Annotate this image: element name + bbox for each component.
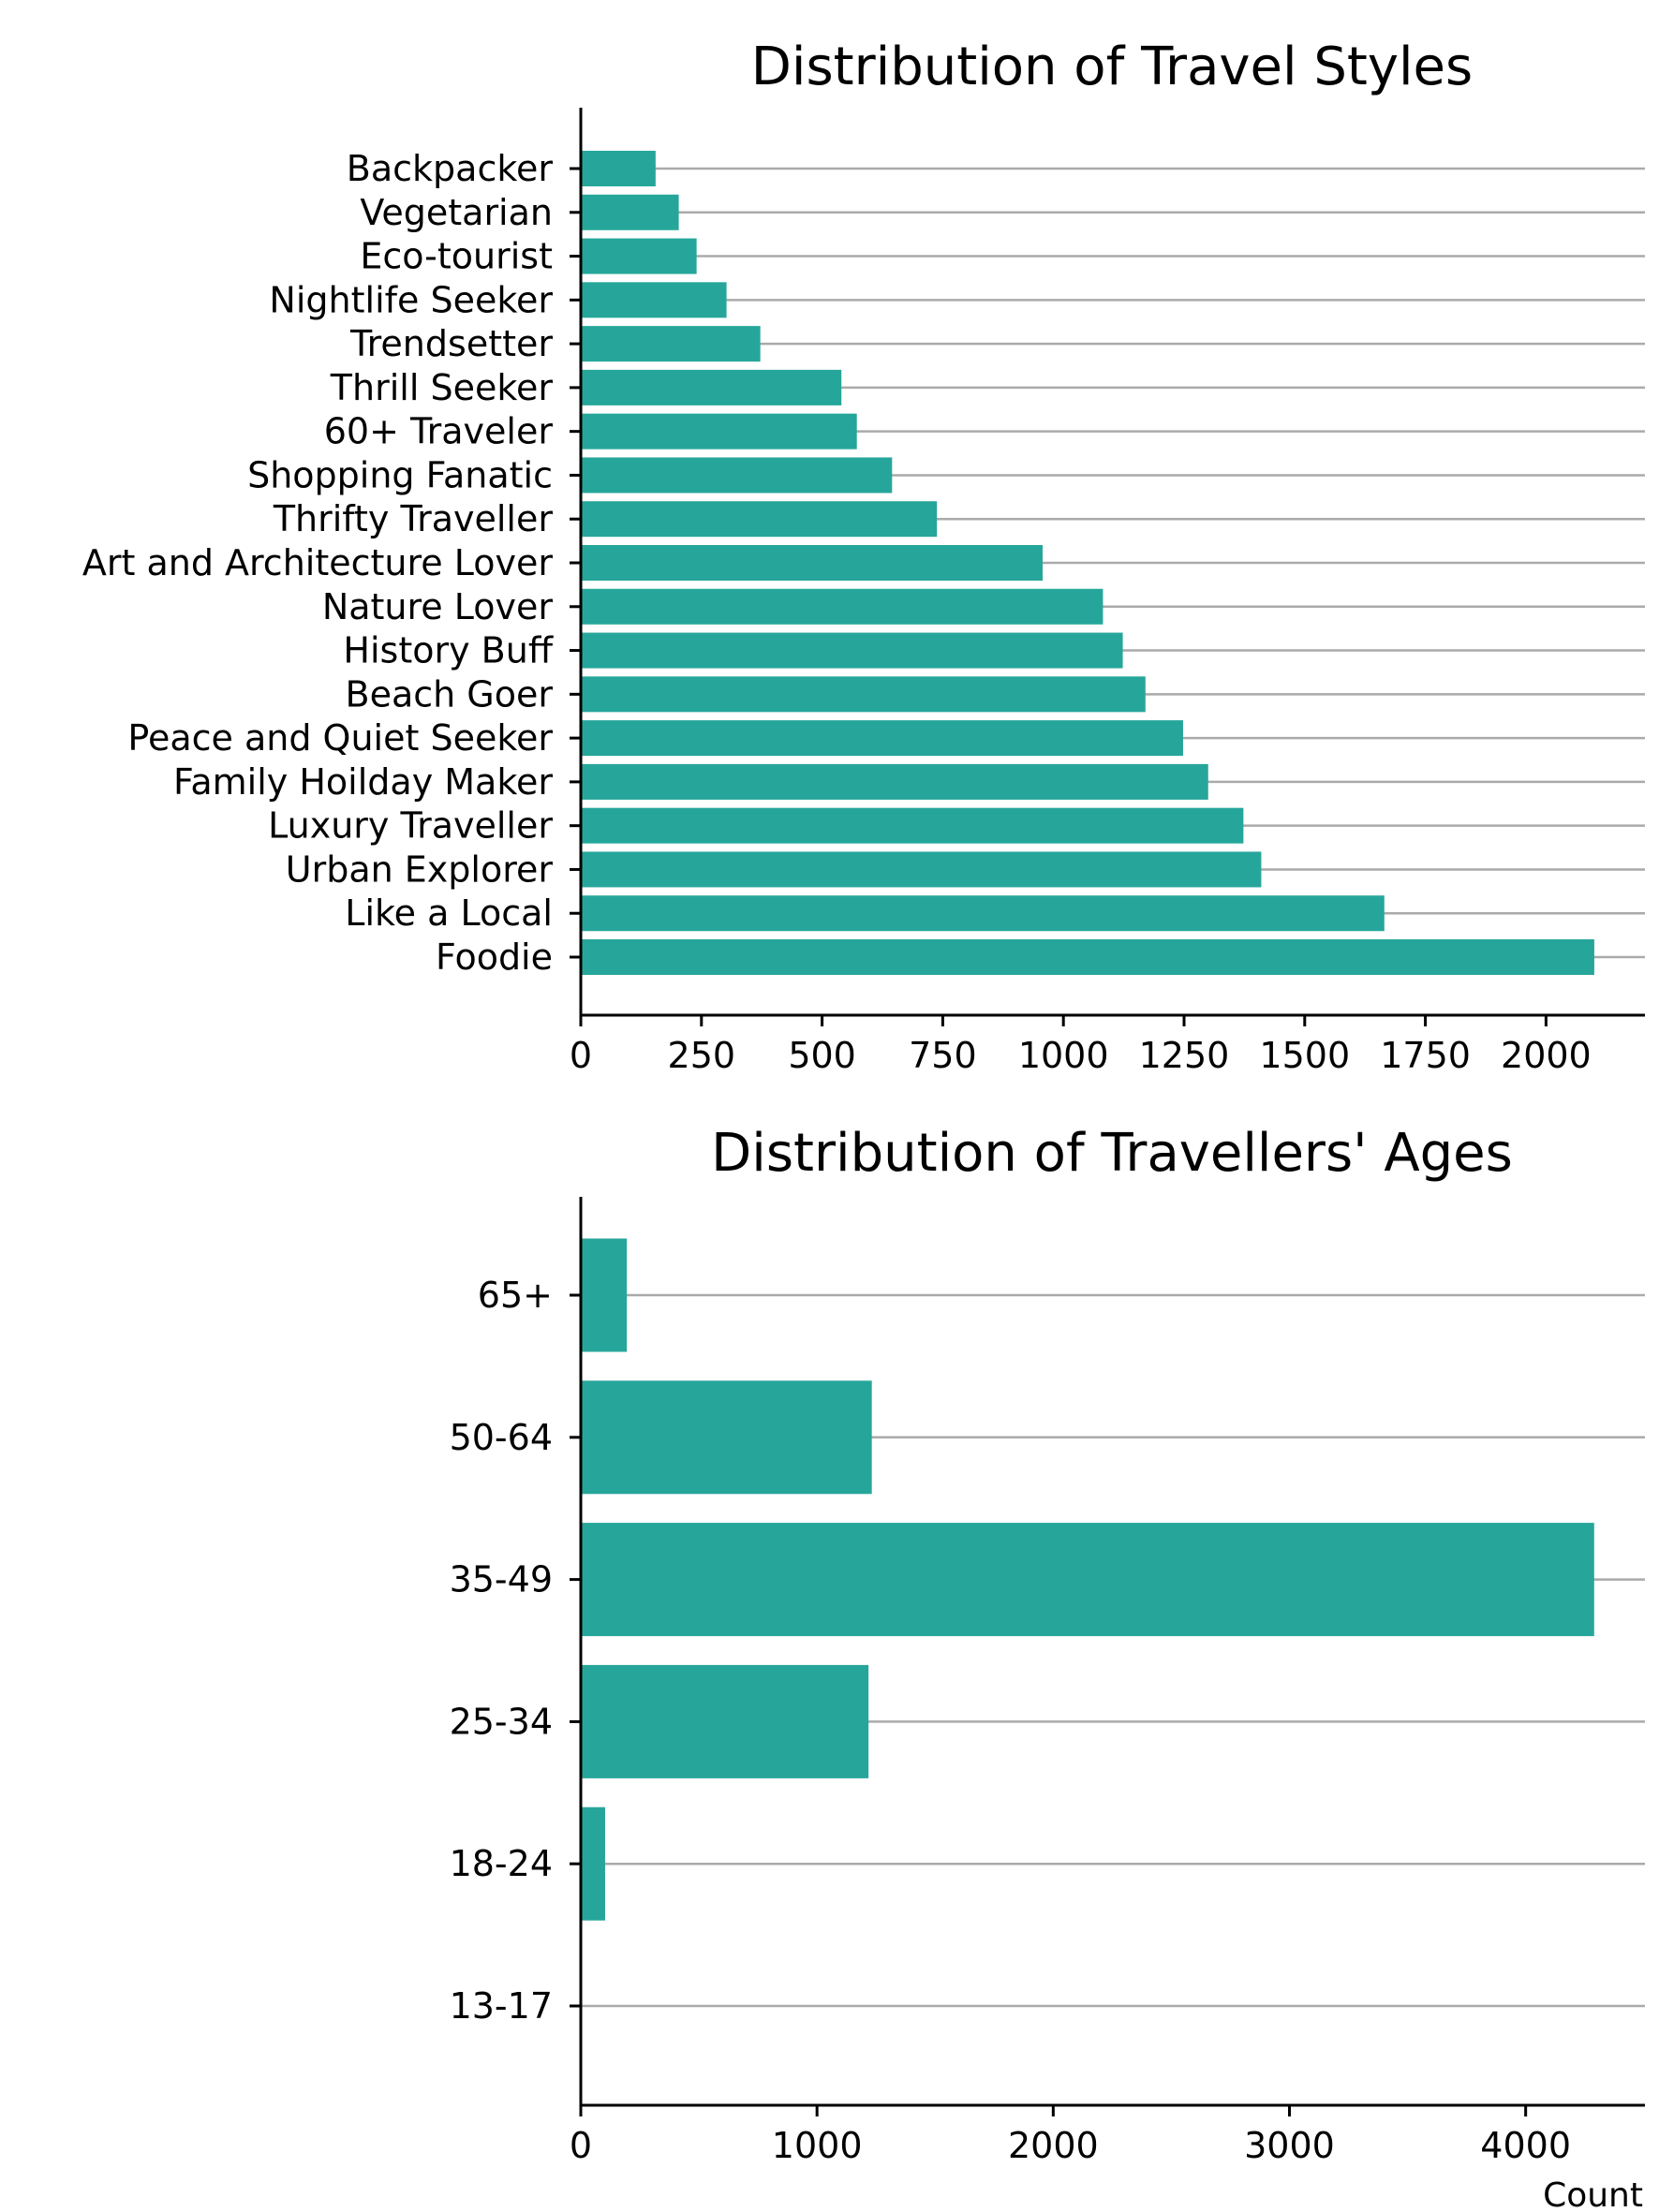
bar-foodie — [581, 939, 1594, 975]
axes-traveller-ages — [579, 1197, 1645, 2107]
y-tick-label-thrifty-traveller: Thrifty Traveller — [273, 498, 554, 539]
y-tick-label-history-buff: History Buff — [343, 630, 553, 671]
y-tick-label-35-49: 35-49 — [450, 1559, 553, 1600]
bar-luxury-traveller — [581, 807, 1244, 844]
bar-nightlife-seeker — [581, 282, 727, 318]
x-tick-label-1750: 1750 — [1380, 1035, 1471, 1076]
y-tick-label-thrill-seeker: Thrill Seeker — [330, 367, 554, 408]
x-ticks-travel-styles: 0 250 500 750 1000 1250 1500 1750 2000 — [570, 1015, 1592, 1076]
y-tick-label-60-traveler: 60+ Traveler — [324, 411, 554, 452]
y-tick-label-25-34: 25-34 — [450, 1701, 553, 1742]
x-tick-label-4000: 4000 — [1480, 2125, 1571, 2166]
bars-traveller-ages — [581, 1238, 1594, 1921]
bar-art-and-architecture-lover — [581, 545, 1044, 581]
y-tick-label-peace-and-quiet-seeker: Peace and Quiet Seeker — [127, 717, 553, 759]
chart-traveller-ages: Distribution of Travellers' Ages 65+ 50-6… — [450, 1123, 1645, 2212]
y-tick-label-luxury-traveller: Luxury Traveller — [268, 805, 553, 847]
y-tick-label-65: 65+ — [478, 1275, 553, 1316]
y-tick-label-beach-goer: Beach Goer — [346, 673, 554, 715]
x-tick-label-1250: 1250 — [1139, 1035, 1230, 1076]
x-tick-label-2000: 2000 — [1008, 2125, 1099, 2166]
x-tick-label-1000: 1000 — [1018, 1035, 1109, 1076]
bar-60-traveler — [581, 413, 857, 450]
y-tick-label-backpacker: Backpacker — [347, 148, 554, 189]
x-tick-label-500: 500 — [788, 1035, 856, 1076]
x-tick-label-750: 750 — [909, 1035, 977, 1076]
bar-eco-tourist — [581, 238, 697, 274]
x-tick-label-0: 0 — [570, 1035, 592, 1076]
bar-trendsetter — [581, 326, 761, 362]
bar-urban-explorer — [581, 851, 1262, 888]
y-tick-label-foodie: Foodie — [436, 936, 553, 978]
y-tick-labels-traveller-ages: 65+ 50-64 35-49 25-34 18-24 13-17 — [450, 1275, 581, 2027]
y-tick-label-vegetarian: Vegetarian — [360, 192, 553, 233]
bar-like-a-local — [581, 895, 1385, 932]
x-tick-label-1000: 1000 — [772, 2125, 863, 2166]
bar-25-34 — [581, 1664, 869, 1778]
y-tick-label-trendsetter: Trendsetter — [349, 323, 553, 364]
bar-35-49 — [581, 1523, 1594, 1637]
bar-shopping-fanatic — [581, 457, 893, 494]
y-tick-label-shopping-fanatic: Shopping Fanatic — [247, 454, 553, 495]
bar-65 — [581, 1238, 628, 1352]
x-tick-label-0: 0 — [570, 2125, 592, 2166]
y-tick-label-urban-explorer: Urban Explorer — [286, 848, 554, 890]
bar-backpacker — [581, 151, 656, 186]
y-tick-label-nature-lover: Nature Lover — [322, 586, 554, 627]
bar-peace-and-quiet-seeker — [581, 720, 1183, 757]
x-tick-label-1500: 1500 — [1259, 1035, 1350, 1076]
bar-vegetarian — [581, 194, 679, 230]
x-tick-label-2000: 2000 — [1501, 1035, 1592, 1076]
bar-18-24 — [581, 1806, 605, 1921]
y-tick-label-nightlife-seeker: Nightlife Seeker — [269, 279, 553, 320]
x-tick-label-250: 250 — [668, 1035, 736, 1076]
y-tick-label-18-24: 18-24 — [450, 1843, 553, 1884]
bar-thrifty-traveller — [581, 501, 938, 538]
bar-nature-lover — [581, 588, 1104, 625]
chart-title-travel-styles: Distribution of Travel Styles — [751, 37, 1473, 97]
y-tick-label-13-17: 13-17 — [450, 1985, 553, 2027]
x-ticks-traveller-ages: 0 1000 2000 3000 4000 — [570, 2105, 1571, 2166]
chart-title-traveller-ages: Distribution of Travellers' Ages — [711, 1123, 1513, 1184]
bar-history-buff — [581, 632, 1123, 669]
y-tick-labels-travel-styles: BackpackerVegetarianEco-touristNightlife… — [82, 148, 581, 978]
x-axis-label-traveller-ages: Count — [1543, 2176, 1643, 2212]
y-tick-label-family-hoilday-maker: Family Hoilday Maker — [173, 761, 553, 803]
x-tick-label-3000: 3000 — [1244, 2125, 1335, 2166]
bar-family-hoilday-maker — [581, 763, 1208, 800]
y-tick-label-eco-tourist: Eco-tourist — [360, 236, 553, 277]
y-tick-label-50-64: 50-64 — [450, 1417, 553, 1458]
chart-travel-styles: Distribution of Travel Styles Backpacker… — [82, 37, 1645, 1076]
axes-travel-styles — [579, 108, 1645, 1017]
bars-travel-styles — [581, 151, 1594, 975]
bar-50-64 — [581, 1380, 872, 1495]
y-tick-label-like-a-local: Like a Local — [345, 892, 553, 934]
y-tick-label-art-and-architecture-lover: Art and Architecture Lover — [82, 542, 554, 583]
bar-thrill-seeker — [581, 369, 842, 406]
bar-beach-goer — [581, 676, 1146, 713]
